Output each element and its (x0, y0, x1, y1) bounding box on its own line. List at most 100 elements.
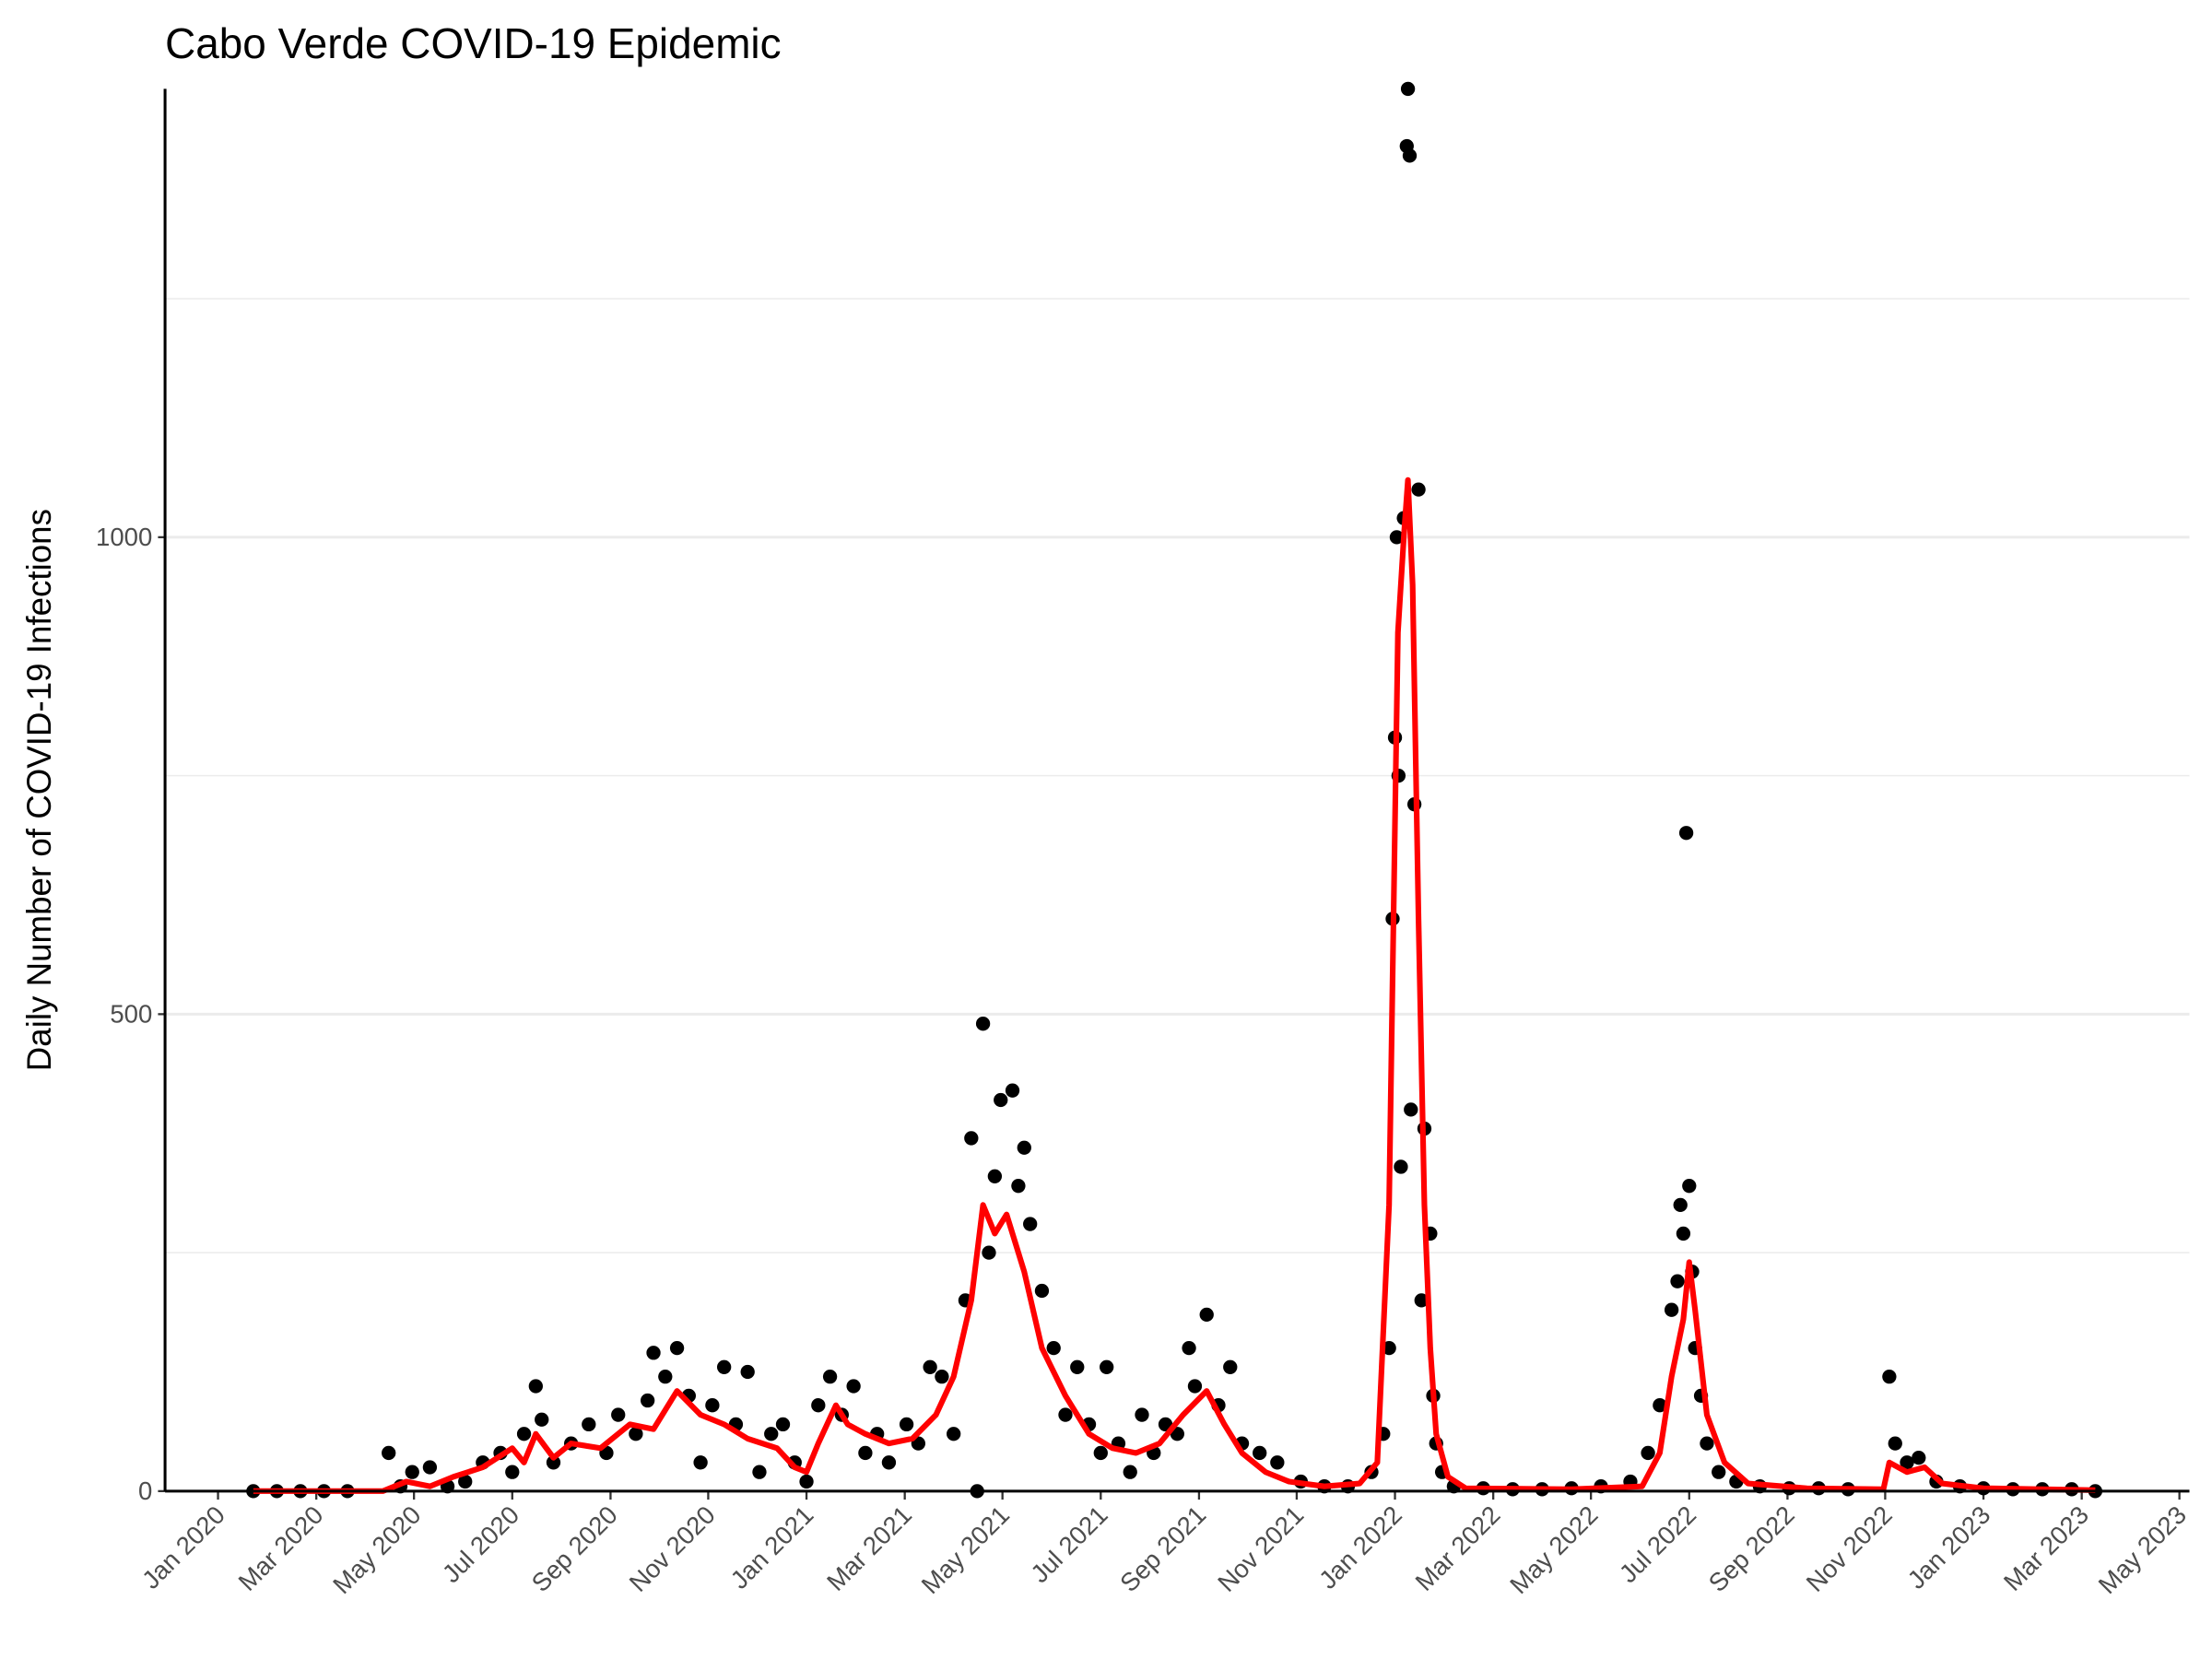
data-point (1400, 81, 1416, 97)
data-point (1382, 1340, 1396, 1356)
data-point (1670, 1274, 1685, 1288)
data-point (1673, 1197, 1688, 1213)
x-tick-label: Sep 2021 (1114, 1500, 1211, 1597)
data-point (669, 1340, 685, 1356)
x-tick-label: May 2021 (916, 1500, 1015, 1599)
data-point (1912, 1450, 1926, 1465)
data-point (582, 1417, 596, 1432)
data-point (881, 1455, 897, 1470)
data-point (1404, 1102, 1418, 1117)
data-point (1123, 1465, 1137, 1479)
data-point (1199, 1307, 1214, 1323)
data-point (1023, 1217, 1038, 1231)
data-point (764, 1427, 779, 1441)
data-point (822, 1370, 838, 1384)
data-point (658, 1370, 673, 1384)
x-tick-label: Jul 2021 (1025, 1500, 1113, 1589)
data-point (535, 1412, 549, 1427)
x-tick-label: May 2020 (327, 1500, 426, 1599)
y-tick-label: 500 (110, 1000, 152, 1029)
data-point (546, 1455, 561, 1470)
data-point (752, 1465, 767, 1479)
x-tick-label: Sep 2022 (1703, 1500, 1800, 1597)
x-tick-label: Jul 2022 (1614, 1500, 1702, 1589)
data-point (1678, 826, 1694, 841)
data-point (1005, 1083, 1020, 1098)
data-point (516, 1427, 532, 1441)
data-point (1093, 1445, 1108, 1461)
y-axis-title: Daily Number of COVID-19 Infections (20, 509, 58, 1071)
data-point (799, 1474, 814, 1489)
data-point (982, 1245, 996, 1260)
data-point (1058, 1407, 1073, 1422)
data-point (405, 1465, 419, 1479)
data-point (1682, 1179, 1697, 1194)
data-point (899, 1417, 914, 1432)
data-point (1187, 1379, 1203, 1394)
data-point (1182, 1340, 1196, 1356)
x-tick-label: Sep 2020 (526, 1500, 623, 1597)
y-tick-label: 1000 (96, 523, 152, 551)
data-point (1034, 1283, 1050, 1299)
x-tick-label: May 2022 (1504, 1500, 1603, 1599)
data-point (1900, 1455, 1914, 1470)
data-point (1882, 1370, 1897, 1384)
data-point (422, 1460, 438, 1475)
data-point (611, 1407, 626, 1422)
data-point (1389, 530, 1405, 545)
data-point (1664, 1302, 1679, 1317)
data-point (858, 1445, 873, 1461)
data-point (964, 1131, 979, 1146)
data-point (693, 1455, 708, 1470)
data-point (1253, 1445, 1267, 1461)
data-point (1223, 1359, 1238, 1374)
x-tick-label: Mar 2021 (821, 1500, 917, 1596)
data-point (1070, 1359, 1085, 1374)
x-tick-label: Nov 2021 (1212, 1500, 1309, 1597)
x-tick-label: Mar 2022 (1409, 1500, 1505, 1596)
x-tick-label: Mar 2023 (1998, 1500, 2094, 1596)
data-point (1011, 1179, 1026, 1194)
x-tick-label: Jul 2020 (437, 1500, 525, 1589)
data-point (1641, 1445, 1655, 1461)
chart-title: Cabo Verde COVID-19 Epidemic (165, 19, 782, 67)
x-tick-label: Jan 2023 (1901, 1500, 1995, 1594)
data-point (923, 1359, 937, 1374)
data-point (629, 1427, 643, 1441)
data-point (717, 1359, 732, 1374)
data-point (846, 1379, 861, 1394)
data-point (705, 1398, 720, 1413)
y-tick-label: 0 (138, 1477, 152, 1505)
data-point (1017, 1140, 1031, 1155)
data-point (505, 1465, 520, 1479)
data-point (1676, 1226, 1691, 1241)
data-point (975, 1017, 991, 1031)
x-tick-label: Jan 2020 (136, 1500, 230, 1594)
data-point (947, 1427, 961, 1441)
data-point (1414, 1293, 1429, 1308)
x-tick-label: Nov 2022 (1801, 1500, 1898, 1597)
data-point (740, 1364, 755, 1380)
data-point (528, 1379, 543, 1394)
data-point (811, 1398, 826, 1413)
data-point (1046, 1340, 1061, 1356)
x-tick-label: Nov 2020 (624, 1500, 721, 1597)
data-point (1411, 482, 1426, 497)
data-point (1653, 1398, 1667, 1413)
data-point (987, 1169, 1003, 1183)
data-point (935, 1370, 949, 1384)
data-point (1402, 148, 1418, 163)
data-point (775, 1417, 791, 1432)
data-point (458, 1474, 473, 1489)
data-point (1270, 1455, 1285, 1470)
data-point (1135, 1407, 1149, 1422)
data-point (1100, 1359, 1114, 1374)
data-point (1394, 1159, 1408, 1174)
x-tick-label: Mar 2020 (232, 1500, 328, 1596)
data-point (1700, 1436, 1714, 1451)
x-tick-label: Jan 2021 (724, 1500, 818, 1594)
x-tick-label: May 2023 (2093, 1500, 2192, 1599)
data-point (1888, 1436, 1902, 1451)
